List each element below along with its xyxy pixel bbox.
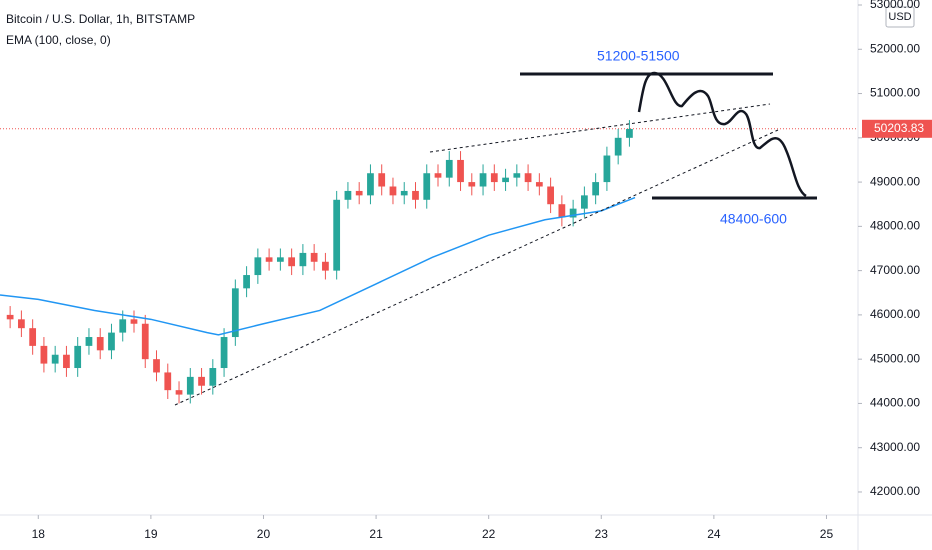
currency-label[interactable]: USD (888, 11, 911, 23)
candle-body (389, 186, 397, 196)
chart-title: Bitcoin / U.S. Dollar, 1h, BITSTAMP (6, 12, 195, 26)
candle-body (74, 345, 82, 369)
candle-body (535, 182, 543, 187)
candle-body (108, 332, 115, 351)
y-tick-label: 43000.00 (870, 440, 920, 454)
candle-body (524, 173, 532, 183)
candle-body (603, 155, 611, 183)
candle-body (423, 173, 431, 200)
x-tick-label: 25 (820, 527, 834, 541)
ema-line (0, 196, 636, 336)
candle-body (592, 182, 600, 196)
candle-body (130, 319, 138, 324)
candle-body (198, 376, 205, 386)
candle-body (141, 323, 149, 360)
candle-body (502, 177, 509, 183)
candle-body (276, 257, 284, 262)
candle-body (547, 186, 554, 205)
y-tick-label: 48000.00 (870, 219, 920, 233)
candle-body (231, 288, 239, 338)
annotation: 51200-51500 (597, 48, 680, 64)
trend-line (174, 129, 779, 406)
candle-body (85, 337, 93, 346)
candle-body (400, 190, 408, 196)
projection-path (637, 71, 807, 198)
candle-body (153, 359, 160, 373)
candle-body (558, 204, 566, 218)
candle-body (581, 195, 588, 209)
y-tick-label: 53000.00 (870, 0, 920, 11)
candle-body (310, 252, 318, 262)
candle-body (445, 159, 453, 178)
candle-body (254, 257, 262, 276)
candle-body (29, 328, 37, 346)
candle-body (18, 319, 25, 329)
candle-body (209, 368, 217, 386)
candle-body (243, 275, 250, 289)
candle-body (614, 137, 622, 156)
x-tick-label: 22 (482, 527, 496, 541)
candle-body (569, 208, 577, 218)
candle-body (355, 190, 363, 196)
candle-body (378, 173, 386, 187)
candle-body (479, 173, 487, 187)
annotation: 48400-600 (720, 211, 787, 227)
candle-body (367, 173, 374, 196)
y-tick-label: 45000.00 (870, 351, 920, 365)
x-tick-label: 21 (369, 527, 383, 541)
y-tick-label: 51000.00 (870, 86, 920, 100)
candle-body (322, 261, 329, 271)
candle-body (513, 173, 521, 178)
indicator-label: EMA (100, close, 0) (6, 33, 111, 47)
candle-body (175, 390, 183, 395)
currency-box[interactable] (885, 6, 915, 28)
candle-body (186, 376, 194, 395)
candle-body (344, 190, 352, 200)
candle-body (490, 173, 498, 183)
candle-body (220, 337, 228, 369)
y-tick-label: 52000.00 (870, 41, 920, 55)
candle-body (63, 354, 70, 369)
candle-body (40, 345, 48, 364)
y-tick-label: 46000.00 (870, 307, 920, 321)
candle-body (412, 190, 419, 200)
candle-body (6, 314, 14, 320)
candle-body (51, 354, 59, 364)
candle-body (434, 173, 442, 178)
candle-body (333, 199, 341, 271)
x-tick-label: 19 (144, 527, 158, 541)
x-tick-label: 18 (32, 527, 46, 541)
y-tick-label: 49000.00 (870, 174, 920, 188)
candle-body (299, 252, 307, 267)
x-tick-label: 24 (707, 527, 721, 541)
candle-body (288, 257, 296, 267)
candle-body (457, 159, 464, 183)
last-price-label: 50203.83 (874, 121, 924, 135)
candle-body (119, 319, 127, 333)
candle-body (96, 337, 104, 351)
x-tick-label: 20 (257, 527, 271, 541)
candle-body (468, 182, 476, 187)
drawings (174, 71, 817, 406)
y-tick-label: 44000.00 (870, 396, 920, 410)
last-price-box (862, 119, 932, 138)
plot-area (0, 120, 858, 404)
y-tick-label: 47000.00 (870, 263, 920, 277)
y-tick-label: 42000.00 (870, 484, 920, 498)
x-tick-label: 23 (595, 527, 609, 541)
candle-body (626, 128, 633, 138)
candle-body (265, 257, 273, 262)
candle-body (164, 372, 172, 391)
